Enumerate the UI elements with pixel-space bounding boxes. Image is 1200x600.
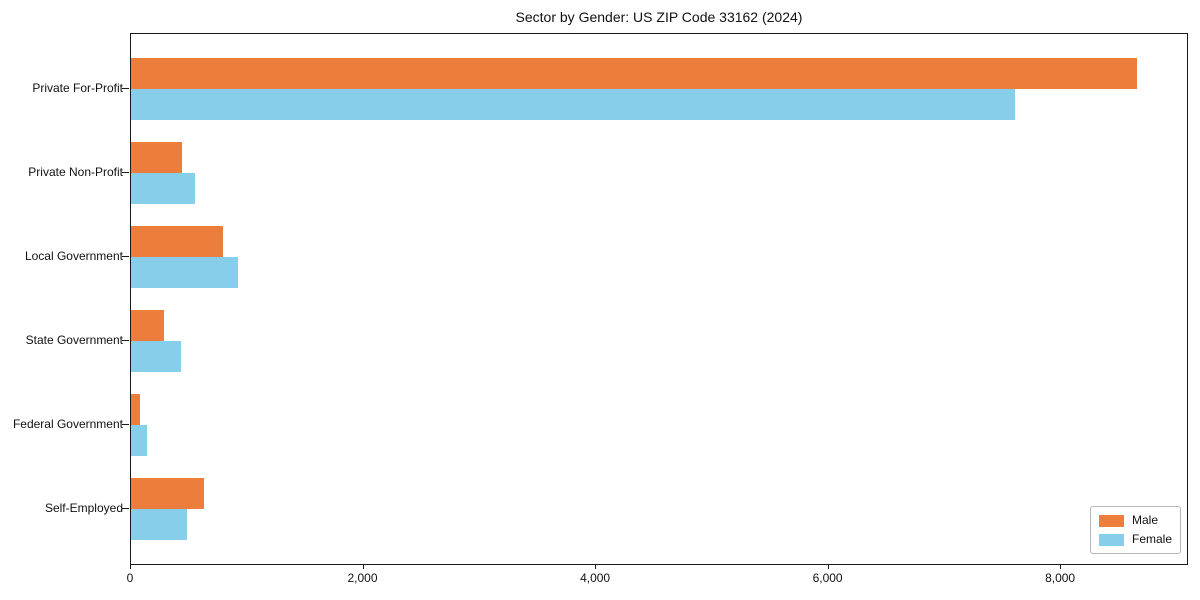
legend-label-male: Male [1132, 513, 1159, 527]
bar-female-2 [131, 173, 195, 204]
y-tick-label: State Government [25, 333, 123, 347]
y-tick-label: Private For-Profit [32, 81, 123, 95]
x-tick-mark [1060, 564, 1062, 569]
x-tick-label: 4,000 [580, 571, 611, 585]
y-tick-label: Federal Government [12, 417, 123, 431]
y-tick-mark [122, 340, 129, 342]
bar-male-5 [131, 394, 140, 425]
legend-swatch-male [1099, 514, 1124, 527]
bar-male-2 [131, 142, 182, 173]
y-tick-mark [122, 424, 129, 426]
x-tick-label: 6,000 [812, 571, 843, 585]
legend-entry-female: Female [1099, 532, 1172, 547]
y-tick-label: Local Government [24, 249, 123, 263]
y-tick-label: Self-Employed [44, 501, 123, 515]
bar-female-6 [131, 509, 187, 540]
legend-label-female: Female [1131, 532, 1172, 546]
y-tick-mark [122, 88, 129, 90]
x-tick-label: 8,000 [1045, 571, 1076, 585]
y-tick-mark [122, 508, 129, 510]
legend: Male Female [1090, 506, 1181, 554]
x-tick-mark [827, 564, 829, 569]
y-tick-label: Private Non-Profit [28, 165, 123, 179]
x-tick-mark [130, 564, 132, 569]
bar-male-1 [131, 58, 1137, 89]
bar-male-6 [131, 478, 204, 509]
bar-female-5 [131, 425, 148, 456]
bar-female-1 [131, 89, 1015, 120]
y-tick-mark [122, 256, 129, 258]
x-tick-label: 2,000 [347, 571, 378, 585]
y-tick-mark [122, 172, 129, 174]
x-tick-mark [362, 564, 364, 569]
bar-female-4 [131, 341, 181, 372]
plot-area [130, 33, 1188, 565]
bar-male-4 [131, 310, 165, 341]
legend-entry-male: Male [1099, 513, 1172, 528]
x-tick-mark [595, 564, 597, 569]
bar-male-3 [131, 226, 224, 257]
legend-swatch-female [1099, 533, 1124, 546]
x-tick-label: 0 [126, 571, 134, 585]
bar-female-3 [131, 257, 238, 288]
chart-title: Sector by Gender: US ZIP Code 33162 (202… [515, 9, 803, 25]
